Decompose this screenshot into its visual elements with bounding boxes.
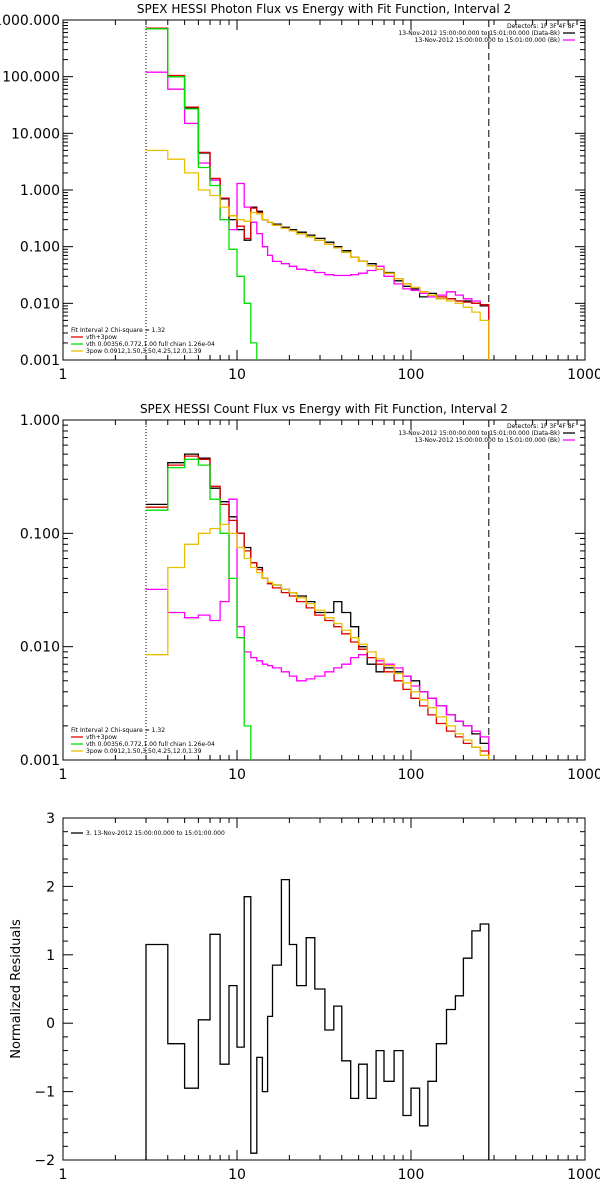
x-tick-label: 1 (59, 767, 68, 783)
fit-legend-label: 3pow 0.0912,1.50,3.50,4.25,12.0,1.39 (86, 348, 202, 355)
chart-title: SPEX HESSI Photon Flux vs Energy with Fi… (137, 2, 511, 16)
y-tick-label: 0.010 (20, 296, 60, 312)
x-tick-label: 100 (398, 767, 425, 783)
series-line-5 (146, 149, 490, 360)
x-tick-label: 1000 (567, 767, 600, 783)
series-line-2 (146, 498, 490, 760)
fit-legend-label: vth+3pow (86, 734, 117, 741)
y-axis-label: Normalized Residuals (9, 919, 24, 1059)
series-line-1 (146, 28, 490, 360)
y-tick-label: 0.001 (20, 753, 60, 769)
series-line-1 (145, 878, 490, 1160)
series-group (146, 453, 490, 760)
fit-header: Fit Interval 2 Chi-square = 1.32 (71, 727, 165, 734)
x-tick-label: 10 (228, 367, 246, 383)
chart-panel-2: SPEX HESSI Count Flux vs Energy with Fit… (20, 402, 600, 783)
legend-label: 3. 13-Nov-2012 15:00:00.000 to 15:01:00.… (86, 830, 225, 837)
legend-top-label: 13-Nov-2012 15:00:00.000 to 15:01:00.000… (398, 430, 560, 437)
y-tick-label: 2 (46, 879, 55, 895)
series-line-2 (146, 71, 490, 360)
fit-legend-label: vth 0.00356,0.772,1.00 full chian 1.26e-… (86, 341, 215, 348)
plot-frame (62, 419, 586, 761)
x-tick-label: 100 (398, 367, 425, 383)
x-tick-label: 1 (59, 1167, 68, 1183)
y-tick-label: 0.100 (20, 526, 60, 542)
detectors-label: Detectors: 1F 3F 4F 8F (507, 423, 576, 430)
y-tick-label: 100.000 (2, 70, 60, 86)
y-tick-label: 0.010 (20, 640, 60, 656)
series-line-3 (146, 455, 490, 760)
series-group (146, 27, 490, 360)
y-tick-label: 1.000 (20, 413, 60, 429)
legend-top-label: 13-Nov-2012 15:00:00.000 to 15:01:00.000… (398, 30, 560, 37)
series-line-1 (146, 453, 490, 760)
series-group (145, 878, 490, 1160)
x-tick-label: 1 (59, 367, 68, 383)
x-tick-label: 10 (228, 1167, 246, 1183)
y-tick-label: 1 (46, 948, 55, 964)
fit-legend-label: vth+3pow (86, 334, 117, 341)
plot-frame (62, 817, 586, 1161)
x-tick-label: 1000 (567, 1167, 600, 1183)
chart-panel-3: Normalized Residuals 1 10 100 1000 −2 −1 0 1 2 3 3.… (9, 811, 600, 1183)
series-line-4 (146, 458, 252, 760)
y-tick-label: 0 (46, 1016, 55, 1032)
plot-frame (62, 19, 586, 361)
y-tick-label: 3 (46, 811, 55, 827)
x-tick-label: 100 (398, 1167, 425, 1183)
chart-title: SPEX HESSI Count Flux vs Energy with Fit… (140, 402, 508, 416)
y-tick-label: 0.001 (20, 353, 60, 369)
y-tick-label: 10.000 (11, 126, 60, 142)
series-line-3 (146, 27, 490, 360)
legend-top-label: 13-Nov-2012 15:00:00.000 to 15:01:00.000… (415, 437, 560, 444)
fit-legend-label: vth 0.00356,0.772,1.00 full chian 1.26e-… (86, 741, 215, 748)
series-line-5 (146, 523, 490, 760)
series-line-4 (146, 28, 258, 360)
y-tick-label: 0.100 (20, 240, 60, 256)
y-tick-label: 1000.000 (0, 13, 60, 29)
y-tick-label: −1 (34, 1085, 55, 1101)
detectors-label: Detectors: 1F 3F 4F 8F (507, 23, 576, 30)
fit-legend-label: 3pow 0.0912,1.50,3.50,4.25,12.0,1.39 (86, 748, 202, 755)
chart-panel-1: SPEX HESSI Photon Flux vs Energy with Fi… (0, 2, 600, 383)
fit-header: Fit Interval 2 Chi-square = 1.32 (71, 327, 165, 334)
x-tick-label: 1000 (567, 367, 600, 383)
y-tick-label: −2 (34, 1153, 55, 1169)
y-tick-label: 1.000 (20, 183, 60, 199)
legend-top-label: 13-Nov-2012 15:00:00.000 to 15:01:00.000… (415, 37, 560, 44)
x-tick-label: 10 (228, 767, 246, 783)
